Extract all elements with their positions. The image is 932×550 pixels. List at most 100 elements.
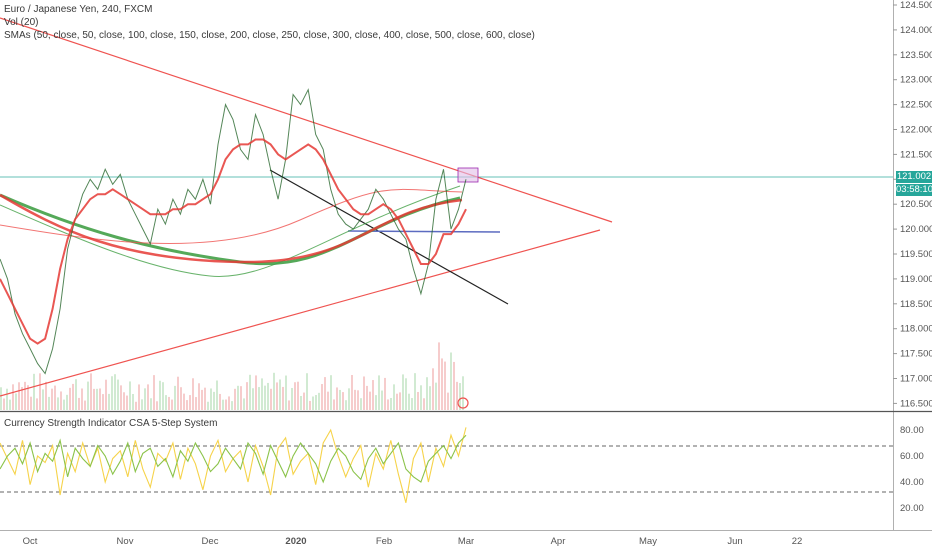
volume-bar — [225, 399, 227, 410]
highlight-rectangle[interactable] — [457, 167, 479, 183]
volume-bar — [273, 372, 275, 410]
price-axis[interactable]: 124.500 124.000 123.500 123.000 122.500 122.0… — [893, 0, 932, 409]
volume-bar — [33, 373, 35, 410]
osc-tick-label: 40.00 — [900, 477, 924, 488]
price-tick-label: 117.000 — [900, 374, 932, 385]
volume-bar — [372, 380, 374, 410]
volume-bar — [165, 395, 167, 410]
upper-trendline[interactable] — [0, 17, 613, 223]
volume-bar — [114, 374, 116, 410]
volume-bar — [447, 392, 449, 410]
volume-bar — [462, 376, 464, 410]
volume-bar — [420, 385, 422, 410]
time-axis[interactable]: Oct Nov Dec 2020 Feb Mar Apr May Jun 22 — [23, 536, 803, 547]
volume-bar — [234, 388, 236, 410]
descending-trendline[interactable] — [269, 169, 509, 305]
volume-bar — [72, 383, 74, 410]
price-tick-label: 120.500 — [900, 199, 932, 210]
volume-bar — [42, 389, 44, 410]
oscillator-axis[interactable]: 80.00 60.00 40.00 20.00 — [900, 425, 924, 514]
volume-bar — [321, 384, 323, 410]
volume-bar — [159, 380, 161, 410]
osc-yellow-line — [0, 427, 467, 503]
volume-bar — [30, 396, 32, 410]
volume-bar — [51, 388, 53, 410]
volume-bar — [18, 382, 20, 410]
price-tick-label: 118.000 — [900, 324, 932, 335]
price-tick-label: 117.500 — [900, 349, 932, 360]
volume-bar — [402, 374, 404, 410]
volume-bar — [60, 391, 62, 410]
price-series-line — [0, 88, 467, 375]
time-tick-label: 22 — [792, 536, 803, 547]
volume-bar — [108, 393, 110, 410]
time-tick-label: Mar — [458, 536, 474, 547]
volume-bar — [405, 378, 407, 410]
volume-bar — [264, 385, 266, 410]
volume-bar — [201, 389, 203, 410]
volume-bar — [126, 395, 128, 410]
volume-bar — [117, 379, 119, 410]
volume-bar — [267, 382, 269, 410]
volume-bar — [153, 375, 155, 410]
volume-bar — [261, 378, 263, 410]
volume-bar — [171, 399, 173, 410]
volume-bar — [351, 374, 353, 410]
volume-bar — [195, 397, 197, 410]
price-tick-label: 124.500 — [900, 0, 932, 11]
volume-bar — [294, 382, 296, 410]
time-tick-label: 2020 — [285, 536, 306, 547]
volume-bar — [162, 382, 164, 410]
volume-bar — [246, 382, 248, 410]
lower-trendline[interactable] — [0, 229, 601, 397]
time-tick-label: Feb — [376, 536, 392, 547]
volume-bar — [363, 376, 365, 410]
volume-bar — [186, 400, 188, 410]
price-tick-label: 121.500 — [900, 149, 932, 160]
volume-bar — [423, 398, 425, 410]
volume-bar — [240, 386, 242, 410]
volume-bar — [393, 384, 395, 410]
alert-icon[interactable] — [457, 397, 469, 409]
volume-bar — [192, 378, 194, 410]
volume-bar — [156, 401, 158, 410]
volume-bar — [99, 388, 101, 410]
sma-legend: SMAs (50, close, 50, close, 100, close, … — [4, 30, 535, 41]
sma-300-line — [0, 185, 461, 277]
volume-bar — [93, 388, 95, 410]
volume-bar — [315, 395, 317, 410]
volume-bar — [342, 392, 344, 410]
volume-bar — [0, 387, 2, 410]
volume-bar — [81, 388, 83, 410]
volume-bar — [258, 387, 260, 410]
oscillator-title: Currency Strength Indicator CSA 5-Step S… — [4, 418, 218, 429]
volume-bar — [96, 388, 98, 410]
volume-bar — [408, 393, 410, 410]
volume-bar — [24, 381, 26, 410]
volume-bar — [69, 387, 71, 410]
volume-bar — [357, 390, 359, 410]
volume-bar — [87, 381, 89, 410]
time-tick-label: Dec — [202, 536, 219, 547]
volume-bar — [243, 398, 245, 410]
volume-bar — [348, 388, 350, 410]
volume-bar — [78, 397, 80, 410]
volume-bar — [312, 396, 314, 410]
volume-bar — [36, 398, 38, 410]
price-tick-label: 122.500 — [900, 100, 932, 111]
volume-bar — [21, 387, 23, 410]
sma-400-line — [0, 188, 463, 244]
volume-bar — [354, 389, 356, 410]
volume-bar — [177, 376, 179, 410]
volume-bar — [15, 393, 17, 410]
volume-bar — [180, 387, 182, 410]
volume-bar — [111, 376, 113, 410]
volume-bar — [228, 396, 230, 410]
osc-tick-label: 80.00 — [900, 425, 924, 436]
volume-bar — [300, 395, 302, 410]
volume-bar — [399, 392, 401, 410]
volume-bar — [324, 377, 326, 410]
volume-bar — [66, 394, 68, 410]
volume-bar — [366, 385, 368, 410]
